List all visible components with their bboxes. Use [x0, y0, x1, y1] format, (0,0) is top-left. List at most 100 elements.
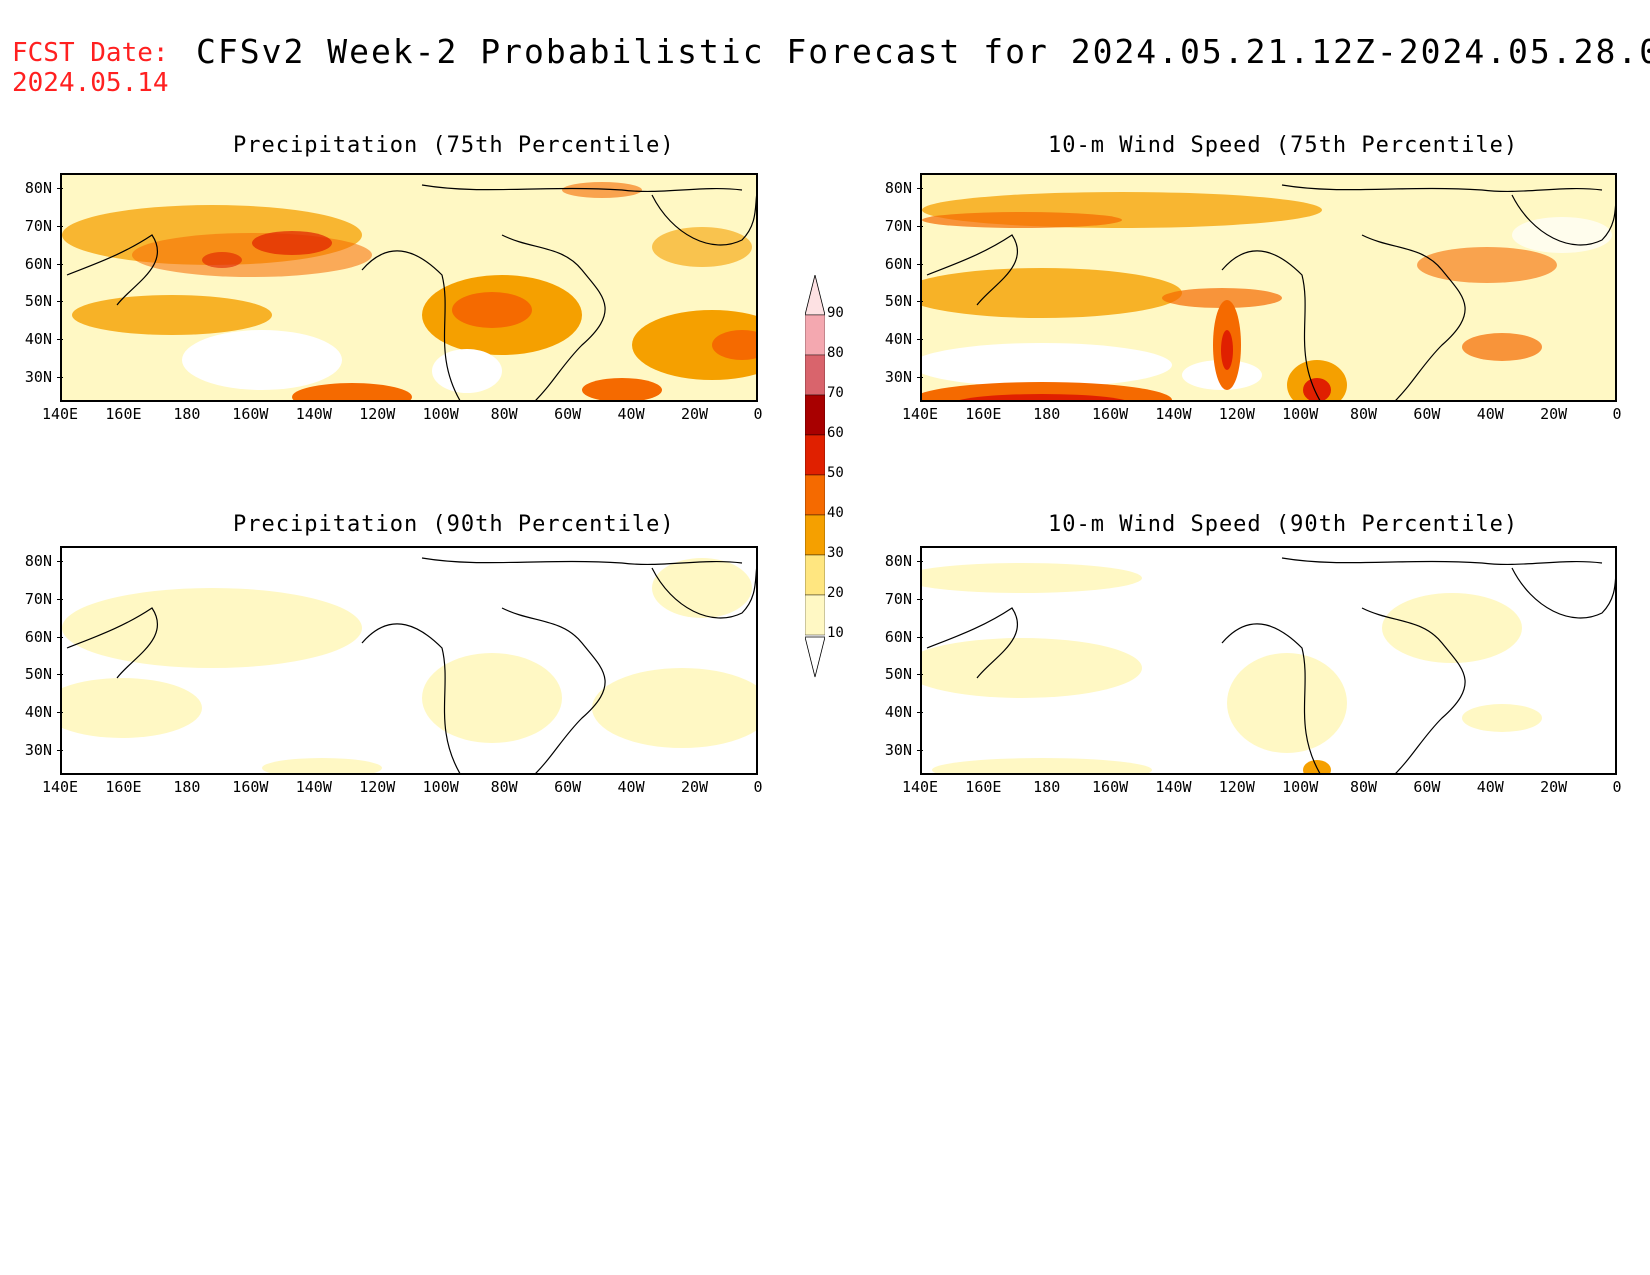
lat-label: 70N — [862, 217, 923, 235]
precip-90-field — [62, 548, 756, 773]
panel-title-wind-90: 10-m Wind Speed (90th Percentile) — [1048, 512, 1519, 537]
lat-label: 30N — [2, 368, 63, 386]
panel-title-wind-75: 10-m Wind Speed (75th Percentile) — [1048, 133, 1519, 158]
lon-label: 40W — [617, 405, 645, 423]
lon-label: 120W — [1218, 405, 1255, 423]
colorbar-box — [805, 474, 825, 516]
lat-label: 50N — [862, 292, 923, 310]
lon-label: 80W — [490, 778, 518, 796]
lon-label: 160E — [965, 778, 1002, 796]
lon-label: 160W — [1092, 405, 1129, 423]
lon-label: 60W — [1413, 778, 1441, 796]
lat-label: 70N — [2, 590, 63, 608]
lon-label: 160E — [105, 405, 142, 423]
lat-label: 60N — [2, 628, 63, 646]
lat-label: 80N — [2, 552, 63, 570]
lon-label: 100W — [1282, 778, 1319, 796]
panel-title-precip-90: Precipitation (90th Percentile) — [233, 512, 675, 537]
lon-label: 180 — [173, 778, 201, 796]
lon-label: 120W — [359, 405, 396, 423]
colorbar — [805, 275, 825, 678]
lat-label: 40N — [862, 703, 923, 721]
lon-label: 160E — [965, 405, 1002, 423]
colorbar-box — [805, 554, 825, 596]
lon-label: 100W — [422, 405, 459, 423]
colorbar-label: 40 — [827, 505, 844, 521]
lon-label: 80W — [490, 405, 518, 423]
panel-title-precip-75: Precipitation (75th Percentile) — [233, 133, 675, 158]
lon-label: 140E — [901, 778, 939, 796]
map-precip-75 — [60, 173, 758, 402]
forecast-date-label: FCST Date: — [12, 38, 169, 68]
lon-label: 160W — [1092, 778, 1129, 796]
precip-75-field — [62, 175, 756, 400]
lat-label: 40N — [862, 330, 923, 348]
lon-label: 180 — [1033, 778, 1061, 796]
colorbar-label: 70 — [827, 385, 844, 401]
forecast-date-value: 2024.05.14 — [12, 68, 169, 98]
wind-90-field — [922, 548, 1615, 773]
lon-label: 0 — [1612, 405, 1622, 423]
lon-label: 140W — [295, 405, 332, 423]
lon-label: 20W — [1540, 405, 1568, 423]
lon-label: 160W — [232, 405, 269, 423]
colorbar-box — [805, 434, 825, 476]
lon-label: 100W — [422, 778, 459, 796]
lon-label: 120W — [359, 778, 396, 796]
lat-label: 50N — [2, 665, 63, 683]
lat-label: 70N — [2, 217, 63, 235]
lon-label: 60W — [1413, 405, 1441, 423]
colorbar-box — [805, 594, 825, 636]
lon-label: 120W — [1218, 778, 1255, 796]
lon-label: 80W — [1349, 405, 1378, 423]
lat-label: 60N — [862, 255, 923, 273]
lon-label: 60W — [554, 405, 582, 423]
lon-label: 60W — [554, 778, 582, 796]
colorbar-label: 30 — [827, 545, 844, 561]
lat-label: 80N — [862, 552, 923, 570]
lon-label: 20W — [680, 778, 709, 796]
lon-label: 40W — [1476, 405, 1504, 423]
lon-label: 100W — [1282, 405, 1319, 423]
lon-label: 140E — [901, 405, 939, 423]
lat-label: 30N — [2, 741, 63, 759]
lon-label: 20W — [1540, 778, 1568, 796]
colorbar-label: 50 — [827, 465, 844, 481]
lat-label: 60N — [2, 255, 63, 273]
lon-label: 20W — [680, 405, 709, 423]
lon-label: 0 — [753, 405, 763, 423]
colorbar-box — [805, 394, 825, 436]
lon-label: 140E — [41, 778, 79, 796]
colorbar-label: 20 — [827, 585, 844, 601]
lon-label: 180 — [1033, 405, 1061, 423]
lat-label: 70N — [862, 590, 923, 608]
lat-label: 40N — [2, 703, 63, 721]
colorbar-label: 60 — [827, 425, 844, 441]
colorbar-box — [805, 354, 825, 396]
lon-label: 160E — [105, 778, 142, 796]
lon-label: 140W — [295, 778, 332, 796]
forecast-date-block: FCST Date: 2024.05.14 — [12, 38, 169, 98]
lon-label: 0 — [1612, 778, 1622, 796]
colorbar-label: 80 — [827, 345, 844, 361]
lon-label: 140W — [1155, 405, 1192, 423]
lat-label: 80N — [2, 179, 63, 197]
lat-label: 80N — [862, 179, 923, 197]
colorbar-label: 10 — [827, 625, 844, 641]
lon-label: 160W — [232, 778, 269, 796]
lon-label: 180 — [173, 405, 201, 423]
page-title: CFSv2 Week-2 Probabilistic Forecast for … — [196, 32, 1650, 71]
colorbar-label: 90 — [827, 305, 844, 321]
colorbar-box — [805, 314, 825, 356]
lon-label: 140W — [1155, 778, 1192, 796]
lat-label: 50N — [2, 292, 63, 310]
lon-label: 0 — [753, 778, 763, 796]
lon-label: 40W — [617, 778, 645, 796]
lat-label: 50N — [862, 665, 923, 683]
lat-label: 30N — [862, 741, 923, 759]
lon-label: 140E — [41, 405, 79, 423]
colorbar-box — [805, 514, 825, 556]
map-wind-90 — [920, 546, 1617, 775]
map-wind-75 — [920, 173, 1617, 402]
lat-label: 30N — [862, 368, 923, 386]
